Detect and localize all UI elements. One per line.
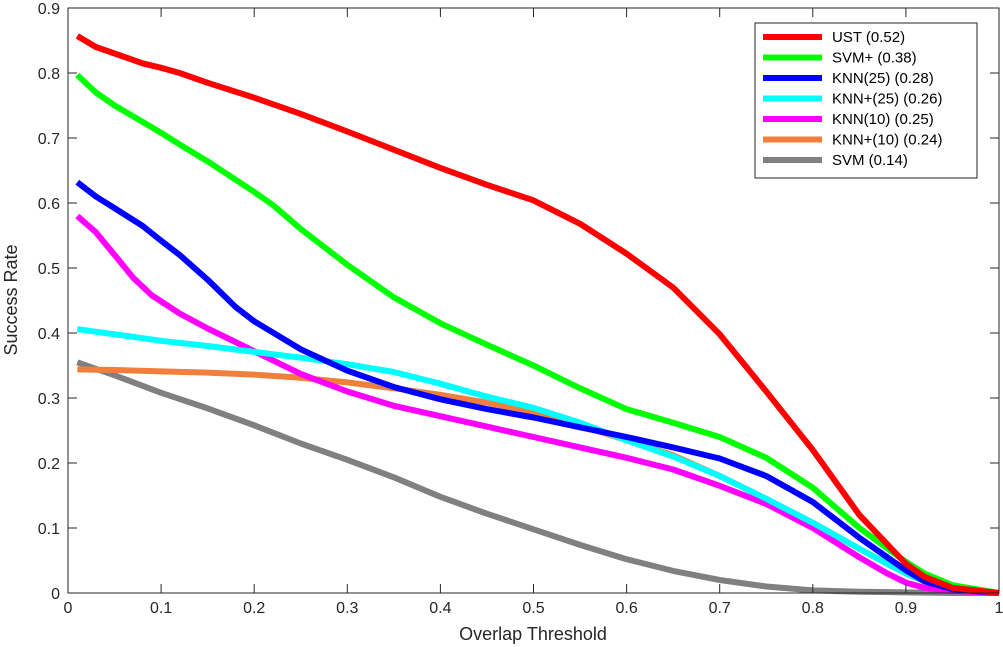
legend-label-knn-10: KNN(10) (0.25): [832, 111, 934, 128]
x-tick-label: 0.1: [150, 600, 172, 617]
y-axis-title: Success Rate: [1, 244, 21, 355]
x-tick-label: 0.5: [522, 600, 544, 617]
y-tick-label: 0.5: [38, 261, 60, 278]
series-line-svm: [75, 72, 1000, 596]
y-tick-label: 0.2: [38, 456, 60, 473]
x-tick-label: 0.4: [429, 600, 451, 617]
y-tick-label: 0.7: [38, 131, 60, 148]
series-layer: [75, 33, 1000, 596]
legend-label-knn-25: KNN+(25) (0.26): [832, 91, 942, 108]
legend-label-svm: SVM+ (0.38): [832, 50, 917, 67]
x-tick-label: 0.7: [709, 600, 731, 617]
y-tick-label: 0.1: [38, 521, 60, 538]
legend-label-ust: UST (0.52): [832, 29, 905, 46]
series-line-svm: [76, 359, 999, 596]
x-axis: 0 0.1 0.2 0.3 0.4 0.5 0.6 0.7 0.8 0.9 1: [64, 8, 1003, 617]
legend: UST (0.52) SVM+ (0.38) KNN(25) (0.28) KNN+(…: [754, 22, 978, 179]
series-line-knn-25: [76, 326, 1000, 596]
x-tick-label: 1: [995, 600, 1003, 617]
y-tick-label: 0: [51, 586, 60, 603]
series-line-knn-25: [75, 179, 1000, 596]
y-tick-label: 0.4: [38, 326, 60, 343]
legend-label-svm: SVM (0.14): [832, 152, 908, 169]
series-line-ust: [75, 33, 1000, 596]
series-line-knn-10: [75, 213, 1000, 596]
y-tick-label: 0.3: [38, 391, 60, 408]
x-tick-label: 0.8: [802, 600, 824, 617]
legend-label-knn-10: KNN+(10) (0.24): [832, 132, 942, 149]
y-tick-label: 0.6: [38, 196, 60, 213]
x-tick-label: 0.3: [336, 600, 358, 617]
y-tick-label: 0.8: [38, 66, 60, 83]
x-tick-label: 0.2: [243, 600, 265, 617]
y-axis: 0 0.1 0.2 0.3 0.4 0.5 0.6 0.7 0.8 0.9: [38, 1, 999, 603]
x-tick-label: 0.6: [615, 600, 637, 617]
x-axis-title: Overlap Threshold: [459, 624, 607, 644]
x-tick-label: 0.9: [895, 600, 917, 617]
legend-label-knn-25: KNN(25) (0.28): [832, 70, 934, 87]
x-tick-label: 0: [64, 600, 73, 617]
y-tick-label: 0.9: [38, 1, 60, 18]
